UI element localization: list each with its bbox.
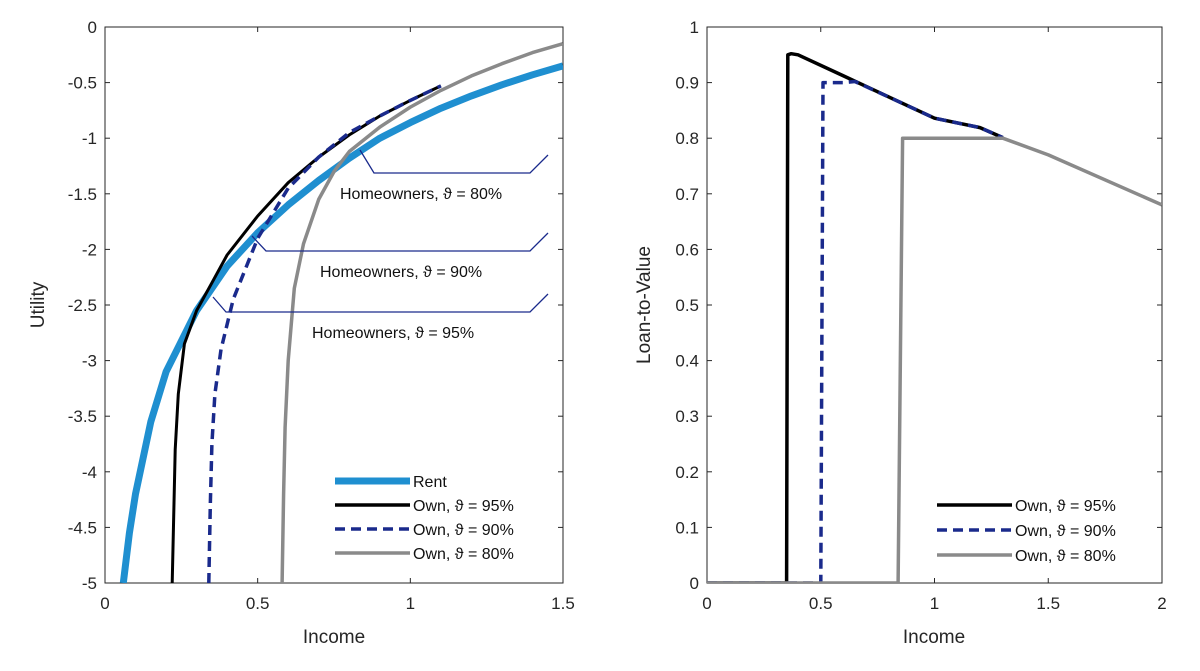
left-y-tick-label: -1 [82,129,97,148]
legend-label-rent: Rent [413,474,447,491]
legend-label-own80: Own, ϑ = 80% [413,546,514,563]
right-y-tick-label: 1 [690,18,699,37]
left-legend: Rent Own, ϑ = 95% Own, ϑ = 90% Own, ϑ = … [335,474,514,563]
legend-label-own95: Own, ϑ = 95% [1015,498,1116,515]
annotation-label-80: Homeowners, ϑ = 80% [340,186,502,203]
right-y-tick-label: 0 [690,574,699,593]
legend-label-own90: Own, ϑ = 90% [1015,523,1116,540]
right-y-tick-label: 0.1 [675,518,699,537]
right-series-line-own80 [707,136,1162,583]
right-legend: Own, ϑ = 95% Own, ϑ = 90% Own, ϑ = 80% [937,498,1116,565]
left-ticks: 0 0.5 1 1.5 0 -0.5 -1 -1.5 -2 -2.5 -3 -3.5 -4 -4.5 -5 [68,18,575,613]
left-y-tick-label: -4.5 [68,518,97,537]
right-x-tick-label: 0.5 [809,594,833,613]
left-y-tick-label: -4 [82,463,97,482]
left-annotations [212,149,549,313]
right-y-tick-label: 0.4 [675,352,699,371]
left-y-tick-label: -2.5 [68,296,97,315]
left-x-tick-label: 1 [406,594,415,613]
right-y-tick-label: 0.7 [675,185,699,204]
right-y-tick-label: 0.8 [675,129,699,148]
right-y-tick-label: 0.3 [675,407,699,426]
left-y-tick-label: -3 [82,352,97,371]
left-series-line-rent [119,62,563,583]
right-y-tick-label: 0.6 [675,240,699,259]
left-y-tick-label: 0 [88,18,97,37]
left-panel: 0 0.5 1 1.50-0.5-1-1.5-2-2.5-3-3.5-4-4.5-5 … [28,18,575,648]
right-y-tick-label: 0.2 [675,463,699,482]
left-y-tick-label: -1.5 [68,185,97,204]
left-y-tick-label: -3.5 [68,407,97,426]
right-x-tick-label: 0 [702,594,711,613]
right-y-tick-label: 0.9 [675,74,699,93]
legend-label-own90: Own, ϑ = 90% [413,522,514,539]
left-x-tick-label: 0.5 [246,594,270,613]
left-series-line-own80 [280,42,563,583]
annotation-bracket-95 [212,293,549,313]
right-x-tick-label: 1.5 [1036,594,1060,613]
annotation-label-90: Homeowners, ϑ = 90% [320,264,482,281]
left-y-tick-label: -0.5 [68,74,97,93]
right-ticks: 0 0.5 1 1.5 2 0 0.1 0.2 0.3 0.4 0.5 0.6 0.7 0.8 0.9 1 [675,18,1166,613]
right-series [707,51,1162,583]
left-series [119,42,563,583]
left-y-axis-label: Utility [28,281,49,328]
left-y-tick-label: -5 [82,574,97,593]
annotation-bracket-90 [251,232,549,252]
right-series-line-own90 [707,79,1004,583]
right-y-axis-label: Loan-to-Value [634,246,655,364]
right-panel: 0 0.5 1 1.5 2 0 0.1 0.2 0.3 0.4 0.5 0.6 0.7 0.8 0.9 1 O… [634,18,1167,648]
legend-label-own80: Own, ϑ = 80% [1015,548,1116,565]
left-x-axis-label: Income [303,627,365,648]
right-x-tick-label: 1 [930,594,939,613]
right-x-axis-label: Income [903,627,965,648]
right-x-tick-label: 2 [1157,594,1166,613]
left-x-tick-label: 0 [100,594,109,613]
annotation-bracket-80 [359,149,549,174]
left-y-tick-label: -2 [82,240,97,259]
right-y-tick-label: 0.5 [675,296,699,315]
legend-label-own95: Own, ϑ = 95% [413,498,514,515]
left-plot-frame [104,26,564,584]
left-x-tick-label: 1.5 [551,594,575,613]
annotation-label-95: Homeowners, ϑ = 95% [312,325,474,342]
